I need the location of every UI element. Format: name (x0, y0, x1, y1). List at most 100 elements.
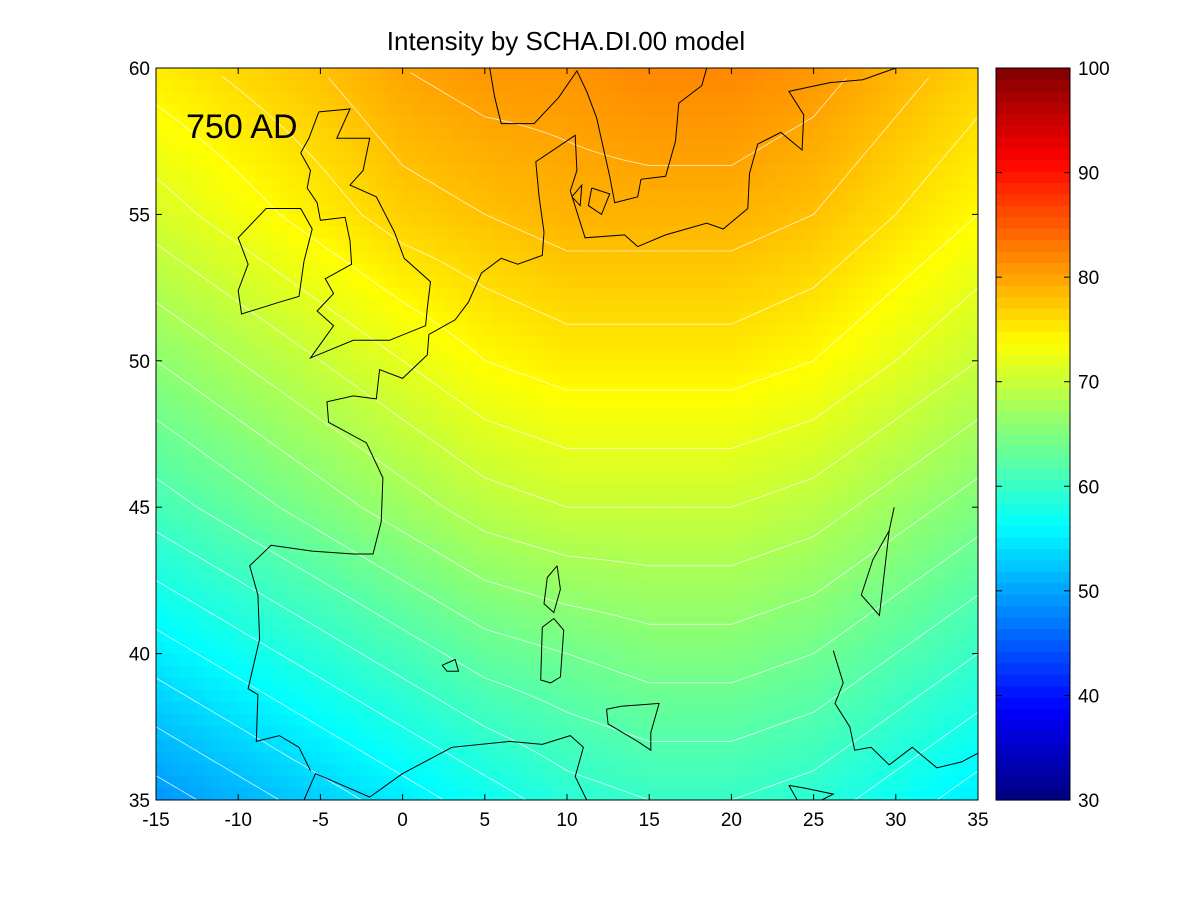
field-cell (690, 434, 700, 447)
field-cell (706, 775, 716, 789)
field-cell (229, 214, 239, 228)
field-cell (797, 617, 806, 630)
field-cell (640, 702, 650, 716)
field-cell (534, 482, 543, 496)
field-cell (682, 68, 691, 81)
field-cell (369, 458, 379, 472)
field-cell (772, 226, 782, 240)
field-cell (312, 641, 321, 655)
field-cell (608, 665, 617, 679)
field-cell (550, 68, 560, 81)
field-cell (156, 348, 165, 362)
field-cell (419, 580, 428, 594)
field-cell (690, 543, 700, 557)
field-cell (673, 226, 683, 240)
field-cell (747, 287, 757, 301)
field-cell (797, 116, 806, 130)
field-cell (213, 141, 223, 154)
field-cell (780, 653, 790, 667)
field-cell (649, 336, 659, 350)
field-cell (451, 702, 461, 716)
field-cell (747, 446, 757, 459)
field-cell (262, 348, 272, 362)
field-cell (312, 690, 321, 703)
field-cell (172, 726, 182, 740)
field-cell (295, 324, 305, 337)
field-cell (542, 678, 552, 691)
field-cell (624, 312, 634, 325)
field-cell (345, 751, 354, 764)
field-cell (402, 543, 412, 557)
field-cell (246, 214, 256, 228)
field-cell (558, 531, 568, 545)
field-cell (764, 775, 774, 789)
field-cell (640, 385, 650, 398)
field-cell (813, 348, 823, 362)
field-cell (156, 409, 165, 423)
field-cell (369, 116, 379, 130)
field-cell (616, 141, 626, 154)
field-cell (205, 787, 215, 800)
field-cell (739, 690, 749, 703)
field-cell (295, 763, 305, 777)
field-cell (567, 275, 576, 289)
field-cell (821, 434, 831, 447)
field-cell (575, 763, 585, 777)
field-cell (550, 543, 560, 557)
field-cell (830, 299, 839, 313)
field-cell (640, 312, 650, 325)
field-cell (402, 470, 412, 484)
field-cell (805, 604, 815, 618)
field-cell (369, 129, 379, 142)
field-cell (788, 312, 798, 325)
field-cell (501, 592, 511, 606)
field-cell (567, 299, 576, 313)
field-cell (180, 665, 190, 679)
field-cell (640, 556, 650, 569)
field-cell (279, 312, 289, 325)
field-cell (665, 714, 675, 728)
field-cell (714, 177, 724, 191)
field-cell (665, 348, 675, 362)
field-cell (616, 580, 626, 594)
field-cell (747, 312, 757, 325)
field-cell (698, 251, 708, 264)
field-cell (575, 495, 585, 508)
field-cell (484, 141, 494, 154)
field-cell (608, 568, 617, 581)
field-cell (410, 763, 420, 777)
field-cell (780, 263, 790, 276)
field-cell (764, 238, 774, 252)
field-cell (394, 263, 404, 276)
field-cell (451, 202, 461, 215)
field-cell (402, 775, 412, 789)
field-cell (780, 617, 790, 630)
field-cell (550, 324, 560, 337)
field-cell (813, 617, 823, 630)
field-cell (460, 336, 469, 350)
field-cell (714, 202, 724, 215)
field-cell (756, 153, 765, 167)
field-cell (830, 397, 839, 411)
field-cell (320, 470, 330, 484)
field-cell (164, 653, 174, 667)
field-cell (468, 690, 478, 703)
field-cell (575, 556, 585, 569)
field-cell (271, 495, 280, 508)
field-cell (583, 92, 593, 106)
field-cell (377, 665, 387, 679)
field-cell (640, 543, 650, 557)
field-cell (205, 531, 215, 545)
field-cell (567, 202, 576, 215)
field-cell (213, 751, 223, 764)
field-cell (756, 641, 765, 655)
field-cell (649, 324, 659, 337)
field-cell (328, 202, 338, 215)
field-cell (583, 787, 593, 800)
field-cell (624, 519, 634, 533)
field-cell (197, 190, 206, 203)
field-cell (419, 397, 428, 411)
field-cell (632, 336, 642, 350)
field-cell (279, 604, 289, 618)
field-cell (172, 287, 182, 301)
